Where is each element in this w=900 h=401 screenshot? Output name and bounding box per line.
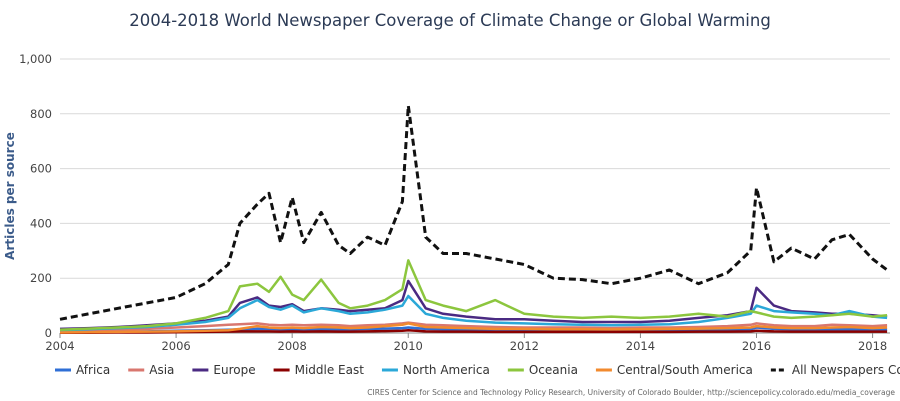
y-tick-label: 400 xyxy=(30,216,52,230)
legend-item[interactable]: Asia xyxy=(128,363,174,377)
credit-text: CIRES Center for Science and Technology … xyxy=(367,388,895,397)
legend-item[interactable]: Middle East xyxy=(273,363,365,377)
y-axis-label: Articles per source xyxy=(3,132,17,260)
x-tick-label: 2006 xyxy=(161,339,190,353)
legend-item[interactable]: All Newspapers Combined xyxy=(770,363,900,377)
x-tick-label: 2012 xyxy=(510,339,539,353)
legend-label: Europe xyxy=(213,363,255,377)
legend-item[interactable]: Oceania xyxy=(507,363,578,377)
legend-item[interactable]: Europe xyxy=(192,363,256,377)
legend-label: Central/South America xyxy=(617,363,753,377)
legend-label: Middle East xyxy=(295,363,365,377)
series-line-north-america xyxy=(59,294,888,332)
legend-label: Asia xyxy=(149,363,174,377)
x-tick-label: 2010 xyxy=(394,339,423,353)
y-tick-labels: 0 200 400 600 800 1,000 xyxy=(19,52,52,340)
legend-item[interactable]: Africa xyxy=(55,363,110,377)
series-lines xyxy=(59,104,889,334)
legend-item[interactable]: Central/South America xyxy=(595,363,753,377)
series-line-asia xyxy=(59,321,888,333)
legend: Africa Asia Europe Middle East North America… xyxy=(55,363,900,377)
x-tick-label: 2016 xyxy=(742,339,771,353)
series-line-oceania xyxy=(59,259,888,331)
y-tick-label: 800 xyxy=(30,107,52,121)
legend-item[interactable]: North America xyxy=(381,363,490,377)
y-tick-label: 1,000 xyxy=(19,52,52,66)
y-tick-label: 0 xyxy=(45,326,52,340)
legend-label: North America xyxy=(403,363,490,377)
series-line-central-south-america xyxy=(59,322,888,334)
x-tick-label: 2018 xyxy=(858,339,887,353)
series-line-europe xyxy=(59,279,888,331)
x-tick-label: 2008 xyxy=(278,339,307,353)
legend-label: Africa xyxy=(76,363,110,377)
legend-label: Oceania xyxy=(529,363,578,377)
series-line-all-newspapers-combined xyxy=(59,104,889,321)
y-tick-label: 200 xyxy=(30,271,52,285)
gridlines xyxy=(60,58,890,279)
chart-title: 2004-2018 World Newspaper Coverage of Cl… xyxy=(129,11,771,30)
legend-label: All Newspapers Combined xyxy=(792,363,900,377)
x-tick-label: 2004 xyxy=(45,339,74,353)
x-tick-label: 2014 xyxy=(626,339,655,353)
y-tick-label: 600 xyxy=(30,162,52,176)
x-tick-labels: 2004 2006 2008 2010 2012 2014 2016 2018 xyxy=(45,333,887,353)
series-line-middle-east xyxy=(60,329,888,334)
